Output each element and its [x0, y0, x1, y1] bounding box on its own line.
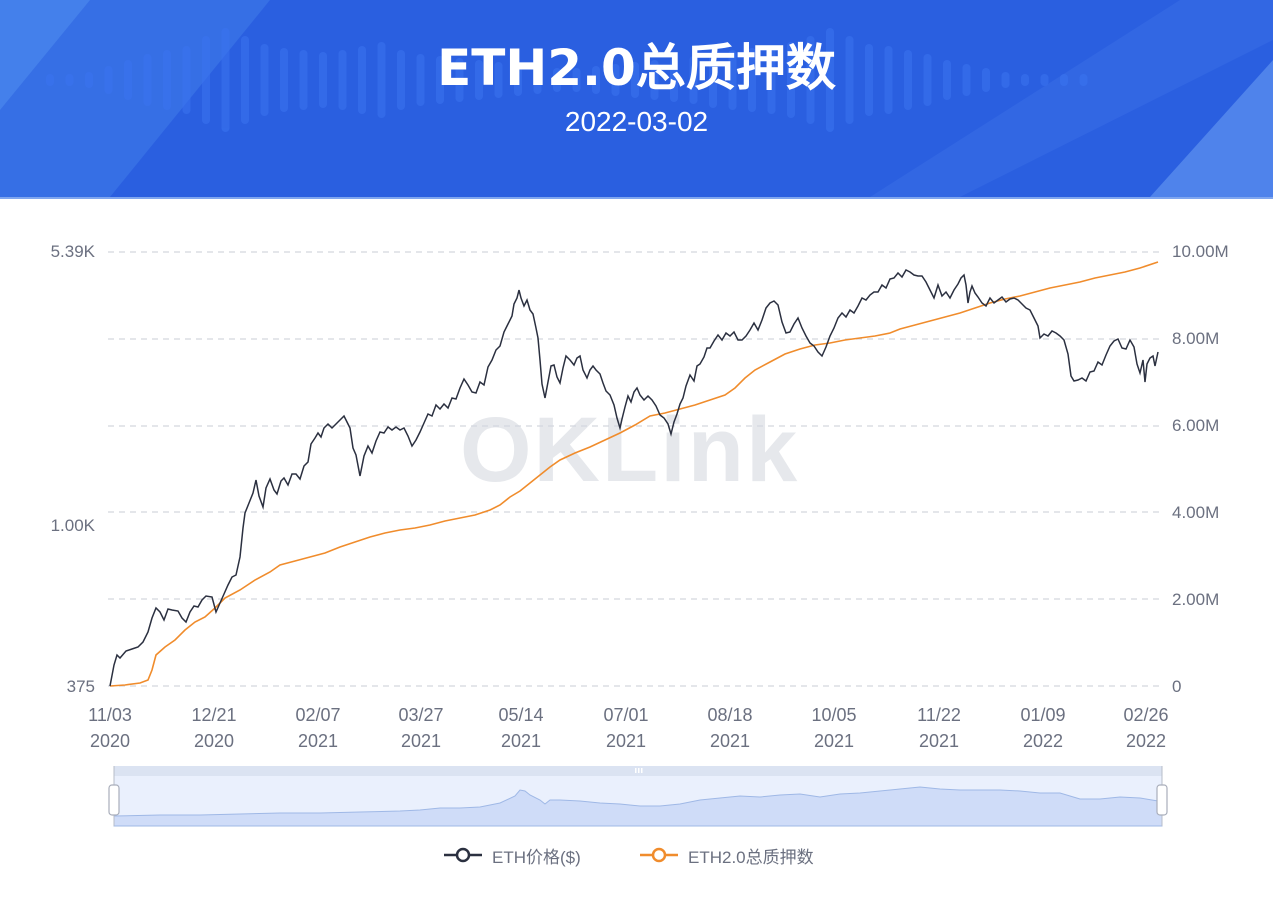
header-banner: ETH2.0总质押数 2022-03-02	[0, 0, 1273, 197]
line-marker-icon	[640, 847, 678, 863]
legend-label: ETH价格($)	[492, 847, 581, 867]
x-tick-label: 11/03 2020	[88, 705, 132, 751]
staked-series-line	[109, 261, 1159, 687]
y-right-tick: 2.00M	[1172, 590, 1220, 609]
x-tick-label: 02/07 2021	[295, 705, 341, 751]
y-right-tick: 6.00M	[1172, 416, 1220, 435]
x-tick-label: 10/05 2021	[811, 705, 857, 751]
x-tick-label: 11/22 2021	[917, 705, 961, 751]
slider-handle-left	[108, 784, 120, 816]
x-tick-label: 05/14 2021	[498, 705, 544, 751]
page-title: ETH2.0总质押数	[437, 39, 836, 97]
x-tick-label: 03/27 2021	[398, 705, 444, 751]
x-tick-label: 12/21 2020	[191, 705, 237, 751]
divider	[0, 197, 1273, 199]
slider-handle-right	[1156, 784, 1168, 816]
slider-preview-area	[113, 786, 1163, 827]
y-right-tick: 4.00M	[1172, 503, 1220, 522]
report-date: 2022-03-02	[564, 106, 709, 137]
legend: ETH价格($) ETH2.0总质押数	[0, 840, 1273, 870]
x-tick-label: 07/01 2021	[603, 705, 649, 751]
legend-item-price[interactable]: ETH价格($)	[442, 840, 581, 870]
x-tick-label: 01/09 2022	[1020, 705, 1066, 751]
x-tick-label: 08/18 2021	[707, 705, 753, 751]
price-series-line	[109, 269, 1159, 687]
y-left-tick: 5.39K	[50, 242, 95, 261]
legend-label: ETH2.0总质押数	[688, 847, 814, 867]
waveform-decoration-icon	[0, 0, 1273, 197]
y-right-tick: 10.00M	[1172, 242, 1229, 261]
watermark-logo: OKLink	[460, 399, 800, 501]
x-tick-label: 02/26 2022	[1123, 705, 1169, 751]
line-marker-icon	[444, 847, 482, 863]
y-left-tick: 1.00K	[50, 516, 95, 535]
y-right-tick: 8.00M	[1172, 329, 1220, 348]
legend-item-staked[interactable]: ETH2.0总质押数	[638, 840, 814, 870]
y-left-tick: 375	[66, 677, 95, 696]
y-right-tick: 0	[1172, 677, 1182, 696]
